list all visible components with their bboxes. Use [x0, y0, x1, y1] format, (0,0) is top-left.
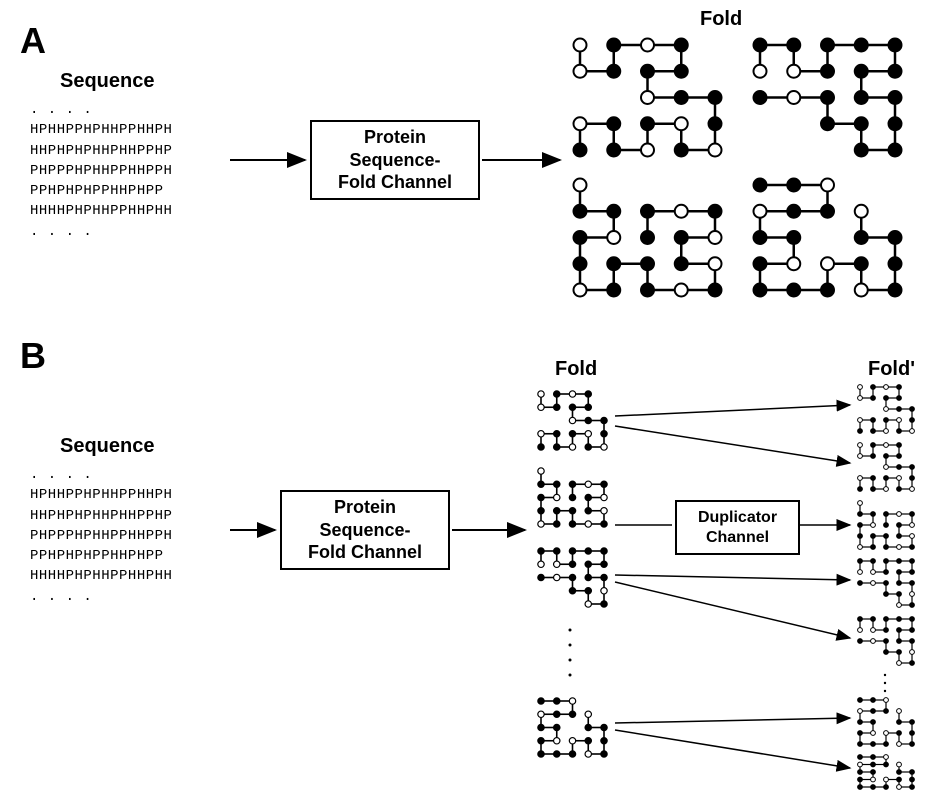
arrow-b-f3-p5: [615, 718, 850, 723]
panel-b-foldprime-4: [855, 556, 917, 610]
panel-b-fold-4: [535, 695, 610, 760]
panel-b-foldprime-1: [855, 382, 917, 436]
panel-b-sequences: . . . . HPHHPPHPHHPPHHPH HHPHPHPHHPHHPPH…: [30, 465, 172, 607]
dotted-gap-right: [884, 674, 886, 692]
panel-b-fold-2: [535, 465, 610, 530]
panel-a-fold-title: Fold: [700, 8, 742, 31]
panel-b-duplicator-box: DuplicatorChannel: [675, 500, 800, 555]
panel-a-label: A: [20, 20, 46, 62]
panel-a-sequence-title: Sequence: [60, 70, 154, 93]
panel-b-fold-3: [535, 545, 610, 610]
panel-b-foldprime-2: [855, 440, 917, 494]
panel-b-fold-1: [535, 388, 610, 453]
arrow-b-f2-p4: [615, 582, 850, 638]
panel-a-sequences: . . . . HPHHPPHPHHPPHHPH HHPHPHPHHPHHPPH…: [30, 100, 172, 242]
panel-b-channel-box: ProteinSequence-Fold Channel: [280, 490, 450, 570]
arrow-b-f0-p1: [615, 426, 850, 463]
panel-b-fold-prime-title: Fold': [868, 358, 915, 381]
arrow-b-f0-p0: [615, 405, 850, 416]
panel-a-fold-4: [750, 175, 905, 300]
panel-b-sequence-title: Sequence: [60, 435, 154, 458]
panel-b-foldprime-5: [855, 614, 917, 668]
panel-a-channel-box: ProteinSequence-Fold Channel: [310, 120, 480, 200]
panel-a-fold-2: [750, 35, 905, 160]
panel-a-fold-3: [570, 175, 725, 300]
panel-b-label: B: [20, 335, 46, 377]
panel-a-fold-1: [570, 35, 725, 160]
panel-b-foldprime-3: [855, 498, 917, 552]
panel-b-foldprime-6: [855, 695, 917, 749]
panel-b-foldprime-7: [855, 752, 917, 792]
arrow-b-f2-p3: [615, 575, 850, 580]
panel-b-fold-title: Fold: [555, 358, 597, 381]
dotted-gap-mid: [569, 629, 572, 677]
arrow-b-f3-p6: [615, 730, 850, 768]
